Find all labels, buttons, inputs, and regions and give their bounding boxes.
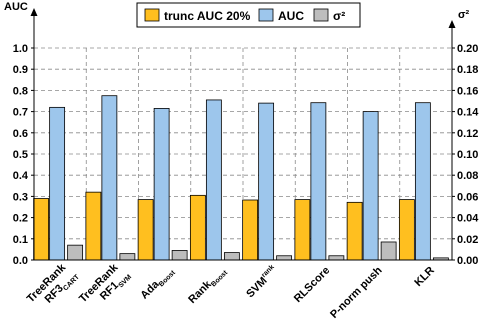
y2-tick-label: 0.00 xyxy=(457,255,478,267)
bar--3 xyxy=(223,252,240,261)
bar-trunc-auc-20-0 xyxy=(33,198,50,261)
legend: trunc AUC 20% AUC σ² xyxy=(136,2,361,28)
y2-tick-label: 0.20 xyxy=(457,43,478,55)
y2-tick-label: 0.16 xyxy=(457,85,478,97)
bar-trunc-auc-20-2 xyxy=(137,199,154,261)
category-label-text: RLScore xyxy=(292,264,332,304)
bar-auc-1 xyxy=(101,95,118,261)
category-label-text: P-norm push xyxy=(328,264,385,321)
bar-trunc-auc-20-3 xyxy=(189,194,206,261)
y2-tick-label: 0.06 xyxy=(457,191,478,203)
y-tick-label: 0.0 xyxy=(13,255,28,267)
bar--1 xyxy=(119,253,136,261)
y-tick-label: 0.7 xyxy=(13,107,28,119)
y-tick-label: 0.3 xyxy=(13,191,28,203)
category-label: P-norm push xyxy=(328,264,385,321)
bar--6 xyxy=(380,241,397,261)
bar--4 xyxy=(276,255,293,261)
y2-tick-label: 0.12 xyxy=(457,128,478,140)
y-tick-label: 0.1 xyxy=(13,234,28,246)
y-tick-label: 0.4 xyxy=(13,170,29,182)
y2-tick-label: 0.04 xyxy=(457,213,479,225)
bar-auc-4 xyxy=(258,102,275,261)
bar-auc-6 xyxy=(362,111,379,261)
legend-swatch xyxy=(258,8,274,22)
y-tick-label: 0.6 xyxy=(13,128,28,140)
legend-swatch xyxy=(144,8,160,22)
right-axis-arrow xyxy=(448,20,456,28)
legend-swatch xyxy=(313,8,329,22)
category-label: AdaBoost xyxy=(138,264,177,303)
bar-auc-7 xyxy=(414,102,431,261)
y-tick-label: 0.2 xyxy=(13,213,28,225)
legend-label: trunc AUC 20% xyxy=(164,9,251,23)
category-label: SVMrank xyxy=(244,264,281,301)
tick-labels: 0.0 0.1 0.2 0.3 0.4 0.5 0.6 0.7 0.8 0.9 1.0 0.00 0.0… xyxy=(13,43,480,267)
category-label: RankBoost xyxy=(186,264,229,307)
bar--5 xyxy=(328,255,345,261)
bar-auc-5 xyxy=(310,102,327,261)
category-label-text: KLR xyxy=(412,264,437,289)
category-label-text: RankBoost xyxy=(186,264,229,307)
category-label-text: AdaBoost xyxy=(138,264,177,303)
bar-auc-0 xyxy=(49,106,66,261)
y2-tick-label: 0.10 xyxy=(457,149,478,161)
bar-trunc-auc-20-1 xyxy=(85,191,102,261)
y2-tick-label: 0.08 xyxy=(457,170,478,182)
bar-trunc-auc-20-5 xyxy=(294,199,311,261)
bar-trunc-auc-20-7 xyxy=(398,199,415,261)
bar-auc-2 xyxy=(153,108,170,261)
bar-trunc-auc-20-4 xyxy=(242,199,259,261)
left-axis-arrow xyxy=(30,8,38,16)
bar--0 xyxy=(67,244,84,261)
y2-axis-title: σ² xyxy=(458,9,470,21)
y2-tick-label: 0.02 xyxy=(457,234,478,246)
y-tick-label: 0.5 xyxy=(13,149,28,161)
legend-label: σ² xyxy=(333,9,345,23)
grid-lines xyxy=(34,47,452,260)
y-tick-label: 1.0 xyxy=(13,43,28,55)
y-tick-label: 0.9 xyxy=(13,64,28,76)
category-label: RLScore xyxy=(292,264,332,304)
bar-trunc-auc-20-6 xyxy=(346,201,363,261)
axes: AUC σ² xyxy=(4,1,470,261)
y-tick-label: 0.8 xyxy=(13,85,28,97)
category-label-text: SVMrank xyxy=(244,264,281,301)
y-axis-title: AUC xyxy=(4,1,28,13)
category-label: KLR xyxy=(412,264,437,289)
y2-tick-label: 0.18 xyxy=(457,64,478,76)
legend-label: AUC xyxy=(278,9,304,23)
bar-auc-3 xyxy=(205,99,222,261)
bars xyxy=(33,95,449,261)
y2-tick-label: 0.14 xyxy=(457,107,479,119)
bar--2 xyxy=(171,250,188,261)
